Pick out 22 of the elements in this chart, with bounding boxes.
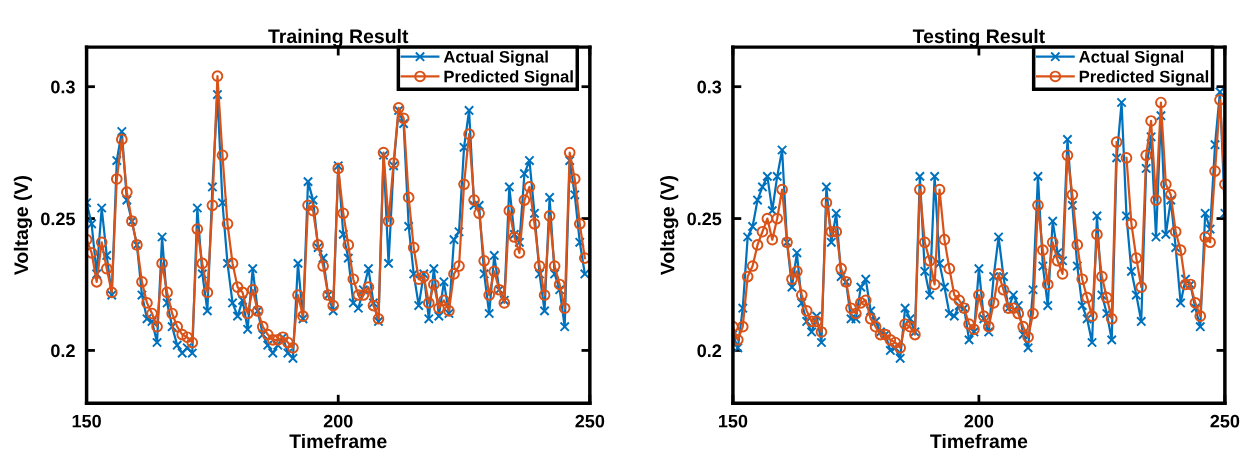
y-tick-label: 0.2 [51,344,75,358]
y-tick-label: 0.3 [697,80,722,94]
chart-title: Testing Result [912,28,1045,48]
x-tick-label: 250 [575,414,605,428]
y-axis-title: Voltage (V) [660,176,679,276]
legend-label: Actual Signal [1079,50,1184,67]
x-axis-title: Timeframe [930,433,1028,449]
y-tick-label: 0.3 [51,80,75,94]
x-axis-title: Timeframe [289,433,387,449]
x-tick-label: 200 [964,414,994,428]
legend-label: Actual Signal [443,50,548,67]
legend-label: Predicted Signal [444,70,573,86]
y-axis-title: Voltage (V) [13,176,33,276]
x-tick-label: 200 [323,414,353,428]
legend-label: Predicted Signal [1079,70,1209,86]
y-tick-label: 0.25 [687,212,722,226]
chart-title: Training Result [268,28,409,48]
x-tick-label: 150 [72,414,101,428]
y-tick-label: 0.2 [697,344,722,358]
x-tick-label: 250 [1210,414,1240,428]
y-tick-label: 0.25 [41,212,75,226]
x-tick-label: 150 [719,414,748,428]
